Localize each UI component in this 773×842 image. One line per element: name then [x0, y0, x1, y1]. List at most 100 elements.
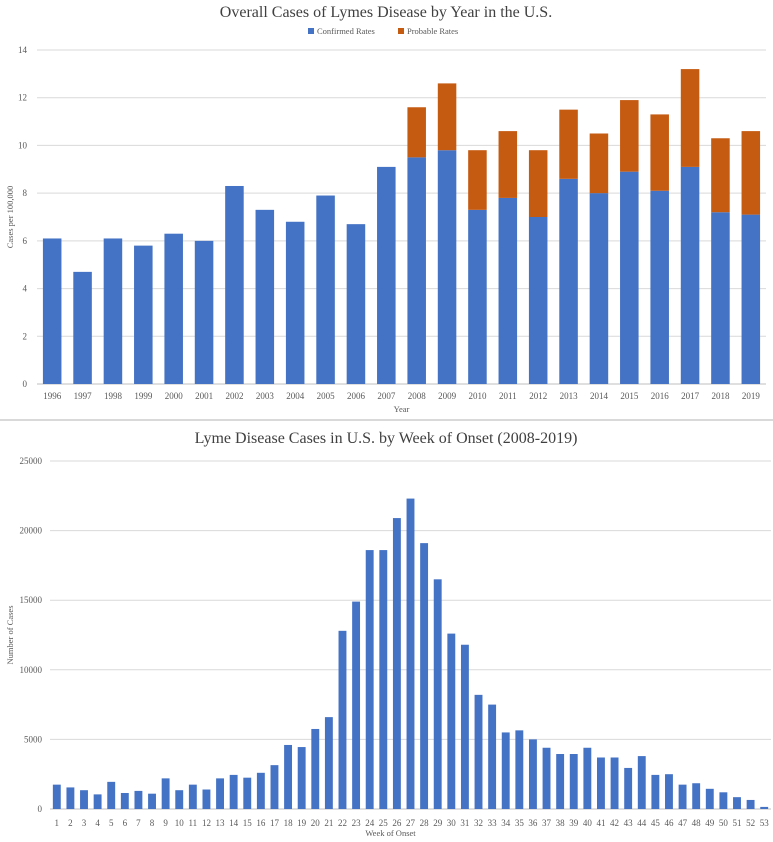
x-tick-label: 11	[189, 818, 198, 828]
x-tick-label: 30	[447, 818, 457, 828]
x-tick-label: 31	[460, 818, 469, 828]
bar-week-22	[338, 630, 347, 809]
x-tick-label: 2017	[681, 391, 700, 401]
x-tick-label: 32	[474, 818, 483, 828]
x-tick-label: 36	[528, 818, 538, 828]
x-tick-label: 37	[542, 818, 552, 828]
x-tick-label: 22	[338, 818, 347, 828]
bar-week-40	[583, 747, 592, 809]
x-tick-label: 50	[719, 818, 729, 828]
bar-week-36	[528, 739, 537, 809]
bar-week-26	[392, 518, 401, 809]
x-tick-label: 46	[664, 818, 674, 828]
y-tick-label: 8	[23, 188, 28, 198]
bar-confirmed-2014	[589, 193, 609, 384]
x-tick-label: 19	[297, 818, 307, 828]
weekly-chart-panel: Lyme Disease Cases in U.S. by Week of On…	[0, 420, 773, 838]
x-tick-label: 5	[109, 818, 114, 828]
bar-confirmed-2017	[680, 166, 700, 384]
bar-week-21	[324, 717, 333, 809]
x-tick-label: 13	[216, 818, 226, 828]
bar-week-3	[80, 790, 88, 809]
x-tick-label: 33	[488, 818, 498, 828]
bar-week-35	[515, 730, 524, 809]
x-tick-label: 2008	[408, 391, 427, 401]
bar-confirmed-1999	[134, 245, 153, 384]
bar-week-28	[420, 543, 429, 809]
x-tick-label: 2000	[165, 391, 184, 401]
x-tick-label: 38	[556, 818, 566, 828]
x-tick-label: 41	[596, 818, 605, 828]
x-tick-label: 1996	[43, 391, 62, 401]
y-tick-label: 20000	[20, 526, 43, 536]
chart-divider	[0, 419, 773, 421]
legend-label-probable: Probable Rates	[407, 26, 458, 36]
bar-probable-2008	[407, 107, 426, 158]
yearly-chart-panel: Overall Cases of Lymes Disease by Year i…	[0, 0, 773, 420]
legend-swatch-confirmed	[308, 28, 314, 34]
bar-confirmed-2004	[285, 221, 305, 384]
x-tick-label: 24	[365, 818, 375, 828]
x-tick-label: 9	[163, 818, 168, 828]
x-tick-label: 4	[95, 818, 100, 828]
bar-week-51	[733, 797, 741, 809]
x-tick-label: 48	[692, 818, 702, 828]
bar-week-34	[501, 732, 510, 809]
bar-week-4	[93, 794, 102, 809]
bar-week-32	[474, 694, 483, 809]
x-tick-label: 2013	[560, 391, 579, 401]
bar-confirmed-2011	[498, 197, 518, 384]
yearly-cases-chart: Overall Cases of Lymes Disease by Year i…	[5, 4, 766, 414]
bar-week-47	[678, 784, 687, 809]
x-tick-label: 14	[229, 818, 239, 828]
bar-probable-2010	[468, 150, 487, 210]
x-tick-label: 2002	[225, 391, 243, 401]
chart-title: Overall Cases of Lymes Disease by Year i…	[220, 4, 552, 21]
bar-week-17	[270, 765, 279, 809]
x-tick-label: 44	[637, 818, 647, 828]
y-tick-label: 25000	[20, 456, 43, 466]
bar-confirmed-2015	[620, 171, 639, 384]
bar-week-9	[161, 778, 170, 809]
x-tick-label: 45	[651, 818, 661, 828]
x-tick-label: 25	[379, 818, 389, 828]
legend-label-confirmed: Confirmed Rates	[317, 26, 375, 36]
bar-confirmed-2009	[437, 150, 457, 384]
bar-week-43	[624, 767, 633, 809]
bar-confirmed-2007	[377, 166, 396, 384]
y-axis-title: Number of Cases	[5, 605, 15, 664]
x-tick-label: 47	[678, 818, 688, 828]
bar-week-16	[256, 772, 265, 809]
bar-week-13	[216, 778, 224, 809]
x-tick-label: 3	[82, 818, 87, 828]
bar-week-5	[107, 781, 116, 809]
y-tick-label: 0	[38, 804, 43, 814]
bar-week-24	[365, 550, 374, 809]
bar-week-14	[229, 774, 238, 809]
legend-swatch-probable	[398, 28, 404, 34]
bar-week-38	[556, 754, 565, 809]
bar-week-11	[188, 784, 197, 809]
bar-week-45	[651, 774, 660, 809]
x-tick-label: 23	[352, 818, 362, 828]
x-tick-label: 52	[746, 818, 755, 828]
y-tick-label: 6	[23, 236, 28, 246]
x-tick-label: 2015	[620, 391, 639, 401]
bar-week-19	[297, 747, 306, 809]
chart-title: Lyme Disease Cases in U.S. by Week of On…	[195, 430, 578, 447]
y-tick-label: 0	[23, 379, 28, 389]
bar-week-44	[637, 756, 646, 809]
bar-week-2	[66, 787, 75, 809]
bar-week-10	[175, 790, 184, 809]
bar-week-46	[665, 774, 673, 809]
bar-week-53	[760, 806, 769, 809]
x-tick-label: 17	[270, 818, 280, 828]
bar-probable-2017	[680, 69, 700, 167]
bar-week-6	[120, 792, 129, 809]
x-tick-label: 2003	[256, 391, 275, 401]
bar-week-20	[311, 728, 320, 809]
x-tick-label: 26	[392, 818, 402, 828]
x-tick-label: 51	[732, 818, 741, 828]
bar-confirmed-2000	[164, 233, 183, 384]
x-tick-label: 35	[515, 818, 525, 828]
